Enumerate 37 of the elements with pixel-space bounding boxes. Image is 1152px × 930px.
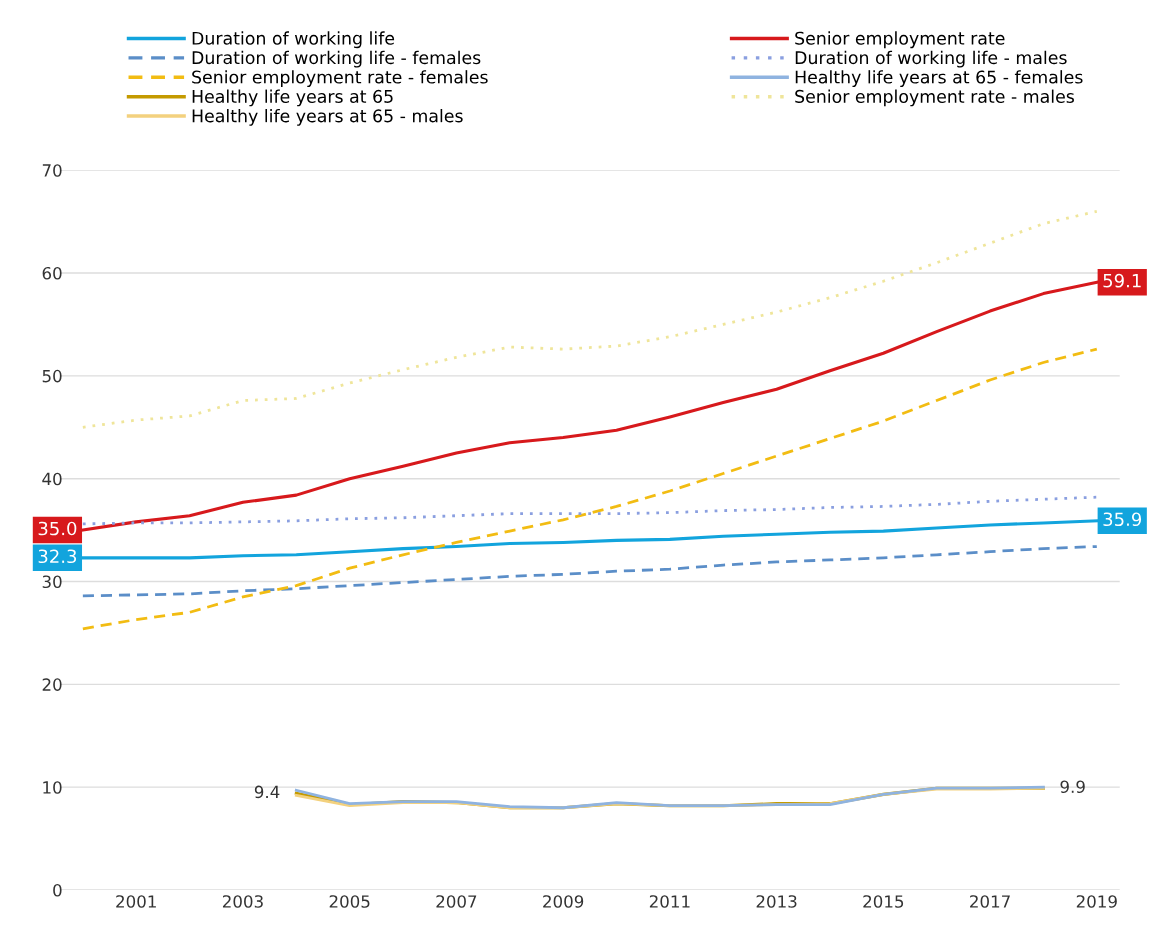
data-label: 32.3 xyxy=(38,549,77,564)
data-label: 35.0 xyxy=(38,521,77,536)
line-series xyxy=(81,495,1099,526)
line-series xyxy=(81,209,1099,429)
y-tick-label: 70 xyxy=(42,164,62,177)
x-tick-label: 2017 xyxy=(970,895,1010,908)
legend-label: Senior employment rate xyxy=(795,31,1005,49)
line-series xyxy=(81,347,1099,631)
legend-label: Senior employment rate - females xyxy=(192,70,488,87)
y-tick-label: 0 xyxy=(53,883,62,897)
x-tick-label: 2013 xyxy=(756,895,797,908)
y-tick-label: 50 xyxy=(42,369,62,383)
y-tick-label: 10 xyxy=(43,781,62,794)
legend-label: Senior employment rate - males xyxy=(795,89,1074,107)
x-tick-label: 2009 xyxy=(543,895,584,908)
legend-label: Duration of working life xyxy=(192,31,395,49)
data-label: 59.1 xyxy=(1103,273,1141,288)
y-tick-label: 60 xyxy=(42,266,62,280)
data-label: 9.4 xyxy=(254,785,280,799)
legend-label: Duration of working life - males xyxy=(795,50,1067,68)
data-label: 35.9 xyxy=(1103,512,1142,527)
legend-label: Healthy life years at 65 - females xyxy=(795,70,1083,87)
x-tick-label: 2011 xyxy=(649,895,690,908)
legend-label: Healthy life years at 65 xyxy=(192,89,393,107)
legend-label: Healthy life years at 65 - males xyxy=(192,108,463,126)
line-series xyxy=(81,545,1099,598)
y-tick-label: 40 xyxy=(42,472,62,486)
x-tick-label: 2015 xyxy=(863,895,904,908)
x-tick-label: 2003 xyxy=(222,895,263,908)
x-tick-label: 2019 xyxy=(1076,895,1117,908)
legend-label: Duration of working life - females xyxy=(192,50,481,68)
data-label: 9.9 xyxy=(1060,780,1085,794)
y-tick-label: 20 xyxy=(42,678,62,691)
x-tick-label: 2007 xyxy=(436,895,477,908)
x-tick-label: 2001 xyxy=(116,895,156,908)
y-tick-label: 30 xyxy=(42,575,62,589)
x-tick-label: 2005 xyxy=(329,895,370,908)
